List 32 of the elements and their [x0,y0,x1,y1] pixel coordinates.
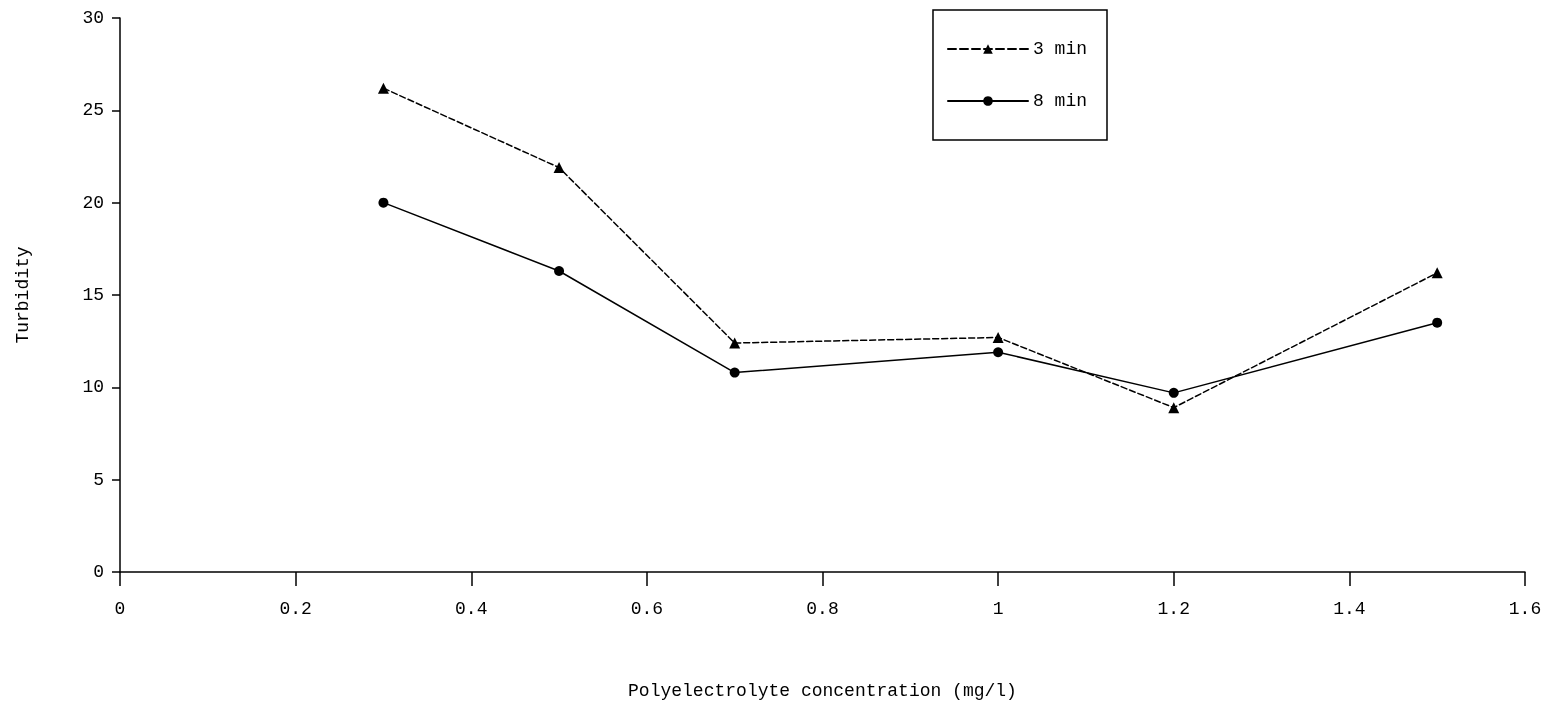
legend-label: 8 min [1032,91,1088,111]
point [1431,267,1443,279]
x-tick-label: 1.4 [1333,599,1366,619]
x-axis-title: Polyelectrolyte concentration (mg/l) [628,681,1017,701]
x-tick-label: 0 [114,599,126,619]
point [553,162,565,174]
point [993,347,1004,358]
x-tick-label: 1.2 [1157,599,1190,619]
point [729,367,740,378]
y-tick-label: 10 [82,377,104,398]
point [554,266,565,276]
point [377,82,389,94]
point [1168,387,1179,398]
y-tick-label: 30 [82,8,104,28]
point [1168,402,1180,414]
x-tick-label: 0.6 [630,599,664,619]
x-tick-label: 1 [992,599,1004,619]
legend-label: 3 min [1032,39,1088,59]
x-tick-label: 0.2 [279,599,312,619]
point [1432,317,1443,328]
y-tick-label: 5 [93,469,104,490]
y-axis-title: Turbidity [13,246,33,344]
y-tick-label: 20 [82,192,104,213]
y-tick-label: 15 [82,285,104,305]
x-tick-label: 0.4 [455,599,488,619]
y-tick-label: 0 [93,562,104,582]
x-tick-label: 1.6 [1508,599,1542,619]
x-tick-label: 0.8 [806,599,839,619]
point [729,337,741,349]
point [378,197,389,208]
y-tick-label: 25 [82,100,104,121]
point [992,331,1004,343]
